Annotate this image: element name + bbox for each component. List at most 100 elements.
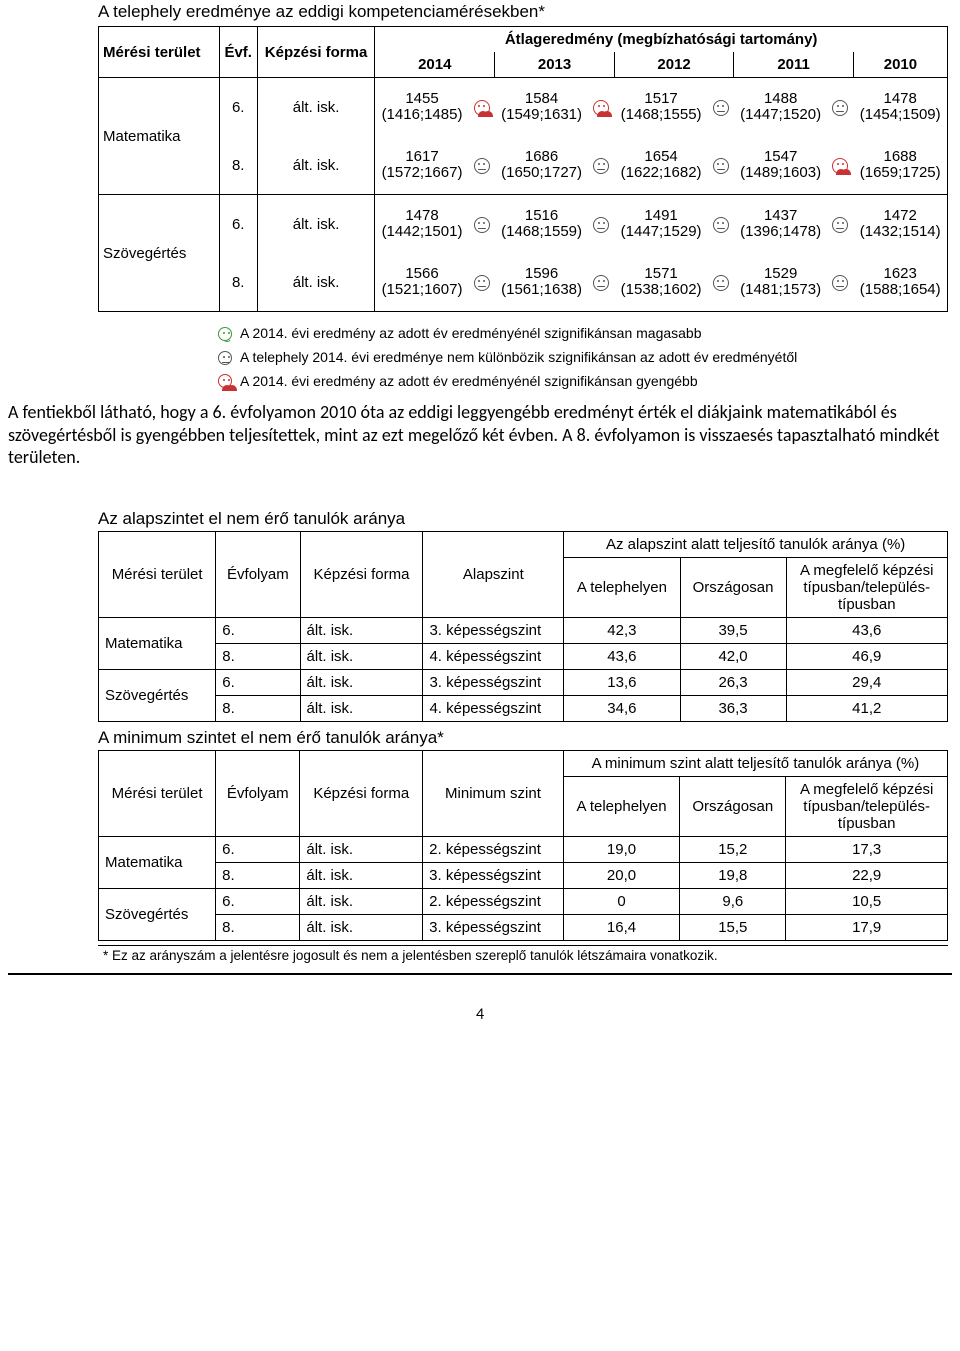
year-header: 2012	[614, 52, 734, 78]
grade-cell: 6.	[219, 195, 257, 254]
data-row: 8.ált. isk.4. képességszint34,636,341,2	[99, 695, 948, 721]
grade-cell: 8.	[219, 136, 257, 195]
form-cell: ált. isk.	[257, 78, 374, 137]
data-cell: 9,6	[680, 888, 786, 914]
col-form: Képzési forma	[257, 27, 374, 78]
neutral-icon	[593, 275, 609, 291]
neutral-icon	[588, 253, 614, 312]
data-cell: 3. képességszint	[423, 669, 564, 695]
data-cell: 16,4	[563, 914, 679, 940]
neutral-icon	[469, 195, 495, 254]
data-cell: 3. képességszint	[423, 862, 564, 888]
neutral-icon	[474, 275, 490, 291]
neutral-icon	[713, 100, 729, 116]
page-rule	[8, 973, 952, 975]
data-cell: 6.	[216, 836, 300, 862]
data-cell: 15,2	[680, 836, 786, 862]
neutral-icon	[832, 217, 848, 233]
column-header: Minimum szint	[423, 750, 564, 836]
data-row: Matematika6.ált. isk.2. képességszint19,…	[99, 836, 948, 862]
value-cell: 1617(1572;1667)	[375, 136, 469, 195]
neutral-icon	[218, 351, 232, 365]
column-header: Képzési forma	[300, 750, 423, 836]
data-cell: 3. képességszint	[423, 617, 564, 643]
footnote: * Ez az arányszám a jelentésre jogosult …	[103, 948, 952, 963]
neutral-icon	[593, 158, 609, 174]
data-cell: ált. isk.	[300, 888, 423, 914]
data-cell: 26,3	[680, 669, 786, 695]
data-cell: 46,9	[786, 643, 947, 669]
neutral-icon	[474, 158, 490, 174]
data-cell: ált. isk.	[300, 669, 423, 695]
column-header: Alapszint	[423, 531, 564, 617]
data-row: 8.ált. isk.1617(1572;1667)1686(1650;1727…	[99, 136, 948, 195]
sad-icon	[827, 136, 853, 195]
data-cell: 8.	[216, 914, 300, 940]
value-cell: 1596(1561;1638)	[495, 253, 589, 312]
subject-cell: Szövegértés	[99, 888, 216, 940]
column-header: Évfolyam	[216, 750, 300, 836]
legend-happy: A 2014. évi eredmény az adott év eredmén…	[218, 322, 952, 346]
column-header: A telephelyen	[564, 557, 680, 617]
value-cell: 1623(1588;1654)	[853, 253, 947, 312]
column-header: A telephelyen	[563, 776, 679, 836]
data-cell: 39,5	[680, 617, 786, 643]
data-cell: 6.	[216, 617, 300, 643]
data-cell: 17,9	[786, 914, 948, 940]
data-cell: 3. képességszint	[423, 914, 564, 940]
data-row: Matematika6.ált. isk.1455(1416;1485)1584…	[99, 78, 948, 137]
column-header: Mérési terület	[99, 531, 216, 617]
value-cell: 1688(1659;1725)	[853, 136, 947, 195]
column-header: Országosan	[680, 776, 786, 836]
data-cell: 34,6	[564, 695, 680, 721]
data-cell: 36,3	[680, 695, 786, 721]
data-cell: 19,0	[563, 836, 679, 862]
value-cell: 1516(1468;1559)	[495, 195, 589, 254]
happy-icon	[218, 327, 232, 341]
data-row: 8.ált. isk.1566(1521;1607)1596(1561;1638…	[99, 253, 948, 312]
data-cell: 8.	[216, 695, 300, 721]
data-cell: 17,3	[786, 836, 948, 862]
data-cell: ált. isk.	[300, 643, 423, 669]
below-basic-level-table: Mérési területÉvfolyamKépzési formaAlaps…	[98, 531, 948, 722]
value-cell: 1455(1416;1485)	[375, 78, 469, 137]
subject-cell: Szövegértés	[99, 195, 220, 312]
neutral-icon	[713, 158, 729, 174]
neutral-icon	[827, 195, 853, 254]
sad-icon	[588, 78, 614, 137]
year-header: 2010	[853, 52, 947, 78]
grade-cell: 6.	[219, 78, 257, 137]
year-header: 2011	[734, 52, 854, 78]
analysis-paragraph: A fentiekből látható, hogy a 6. évfolyam…	[8, 401, 952, 469]
neutral-icon	[713, 217, 729, 233]
column-header: Évfolyam	[216, 531, 300, 617]
page-number: 4	[8, 1005, 952, 1024]
neutral-icon	[588, 136, 614, 195]
neutral-icon	[708, 195, 734, 254]
subject-cell: Matematika	[99, 617, 216, 669]
neutral-icon	[832, 100, 848, 116]
neutral-icon	[474, 217, 490, 233]
legend: A 2014. évi eredmény az adott év eredmén…	[218, 322, 952, 393]
form-cell: ált. isk.	[257, 136, 374, 195]
legend-sad-text: A 2014. évi eredmény az adott év eredmén…	[240, 370, 698, 394]
grade-cell: 8.	[219, 253, 257, 312]
sad-icon	[593, 100, 609, 116]
neutral-icon	[469, 136, 495, 195]
data-cell: 6.	[216, 669, 300, 695]
sad-icon	[218, 374, 232, 388]
data-cell: 2. képességszint	[423, 836, 564, 862]
value-cell: 1584(1549;1631)	[495, 78, 589, 137]
value-cell: 1488(1447;1520)	[734, 78, 828, 137]
neutral-icon	[593, 217, 609, 233]
neutral-icon	[588, 195, 614, 254]
sad-icon	[474, 100, 490, 116]
data-cell: ált. isk.	[300, 862, 423, 888]
data-cell: ált. isk.	[300, 914, 423, 940]
data-row: 8.ált. isk.3. képességszint16,415,517,9	[99, 914, 948, 940]
competence-results-table: Mérési terület Évf. Képzési forma Átlage…	[98, 26, 948, 312]
footnote-separator	[98, 945, 948, 946]
column-header: A megfelelő képzési típusban/település-t…	[786, 557, 947, 617]
form-cell: ált. isk.	[257, 195, 374, 254]
subject-cell: Matematika	[99, 78, 220, 195]
